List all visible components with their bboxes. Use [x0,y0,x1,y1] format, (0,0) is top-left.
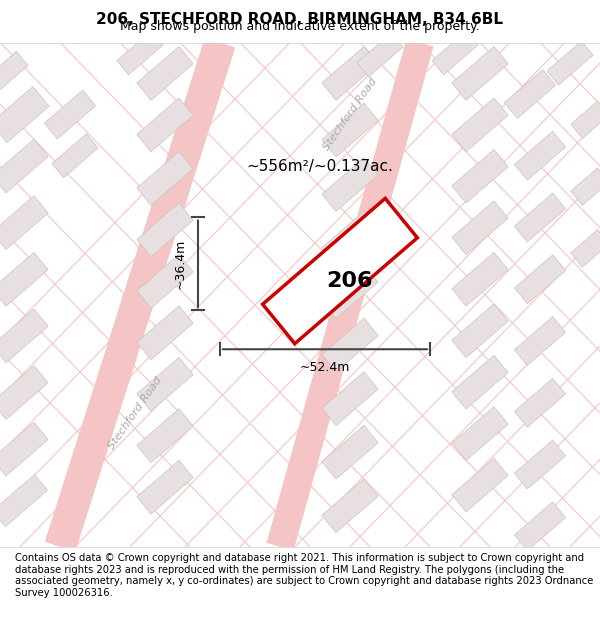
Polygon shape [322,372,378,426]
Text: Stechford Road: Stechford Road [321,76,379,152]
Polygon shape [52,134,98,178]
Polygon shape [0,366,48,419]
Polygon shape [571,168,600,205]
Polygon shape [137,460,193,514]
Polygon shape [452,355,508,409]
Polygon shape [514,131,566,180]
Polygon shape [514,255,566,304]
Polygon shape [452,304,508,358]
Polygon shape [452,46,508,100]
Polygon shape [137,203,193,257]
Polygon shape [322,265,378,319]
Polygon shape [505,69,556,118]
Polygon shape [137,98,193,152]
Text: Contains OS data © Crown copyright and database right 2021. This information is : Contains OS data © Crown copyright and d… [15,553,593,598]
Polygon shape [117,31,163,75]
Polygon shape [322,318,378,372]
Text: 206: 206 [327,271,373,291]
Text: ~36.4m: ~36.4m [173,239,187,289]
Polygon shape [0,196,48,249]
Polygon shape [452,98,508,152]
Polygon shape [571,230,600,267]
Text: Stechford Road: Stechford Road [106,375,164,451]
Polygon shape [0,86,49,142]
Polygon shape [0,474,47,527]
Polygon shape [266,39,433,551]
Polygon shape [514,378,566,428]
Polygon shape [137,357,193,411]
Polygon shape [322,46,378,100]
Polygon shape [571,101,600,138]
Polygon shape [452,149,508,203]
Polygon shape [137,306,193,359]
Polygon shape [44,90,95,139]
Polygon shape [452,458,508,512]
Text: Map shows position and indicative extent of the property.: Map shows position and indicative extent… [120,20,480,33]
Polygon shape [0,253,48,306]
Polygon shape [137,46,193,100]
Polygon shape [322,479,378,532]
Polygon shape [0,139,48,193]
Polygon shape [263,198,418,344]
Polygon shape [514,440,566,489]
Polygon shape [452,407,508,461]
Polygon shape [137,409,193,462]
Polygon shape [514,502,566,551]
Polygon shape [452,253,508,306]
Text: 206, STECHFORD ROAD, BIRMINGHAM, B34 6BL: 206, STECHFORD ROAD, BIRMINGHAM, B34 6BL [97,12,503,27]
Polygon shape [322,425,378,479]
Polygon shape [322,158,378,211]
Polygon shape [137,151,193,205]
Polygon shape [137,254,193,308]
Polygon shape [452,201,508,254]
Polygon shape [0,422,48,476]
Polygon shape [322,211,378,265]
Polygon shape [547,41,593,85]
Text: ~52.4m: ~52.4m [300,361,350,374]
Polygon shape [0,309,48,362]
Polygon shape [514,317,566,366]
Polygon shape [45,38,235,552]
Polygon shape [0,51,28,96]
Polygon shape [432,31,478,75]
Text: ~556m²/~0.137ac.: ~556m²/~0.137ac. [247,159,394,174]
Polygon shape [322,103,378,157]
Polygon shape [357,33,403,77]
Polygon shape [514,193,566,242]
